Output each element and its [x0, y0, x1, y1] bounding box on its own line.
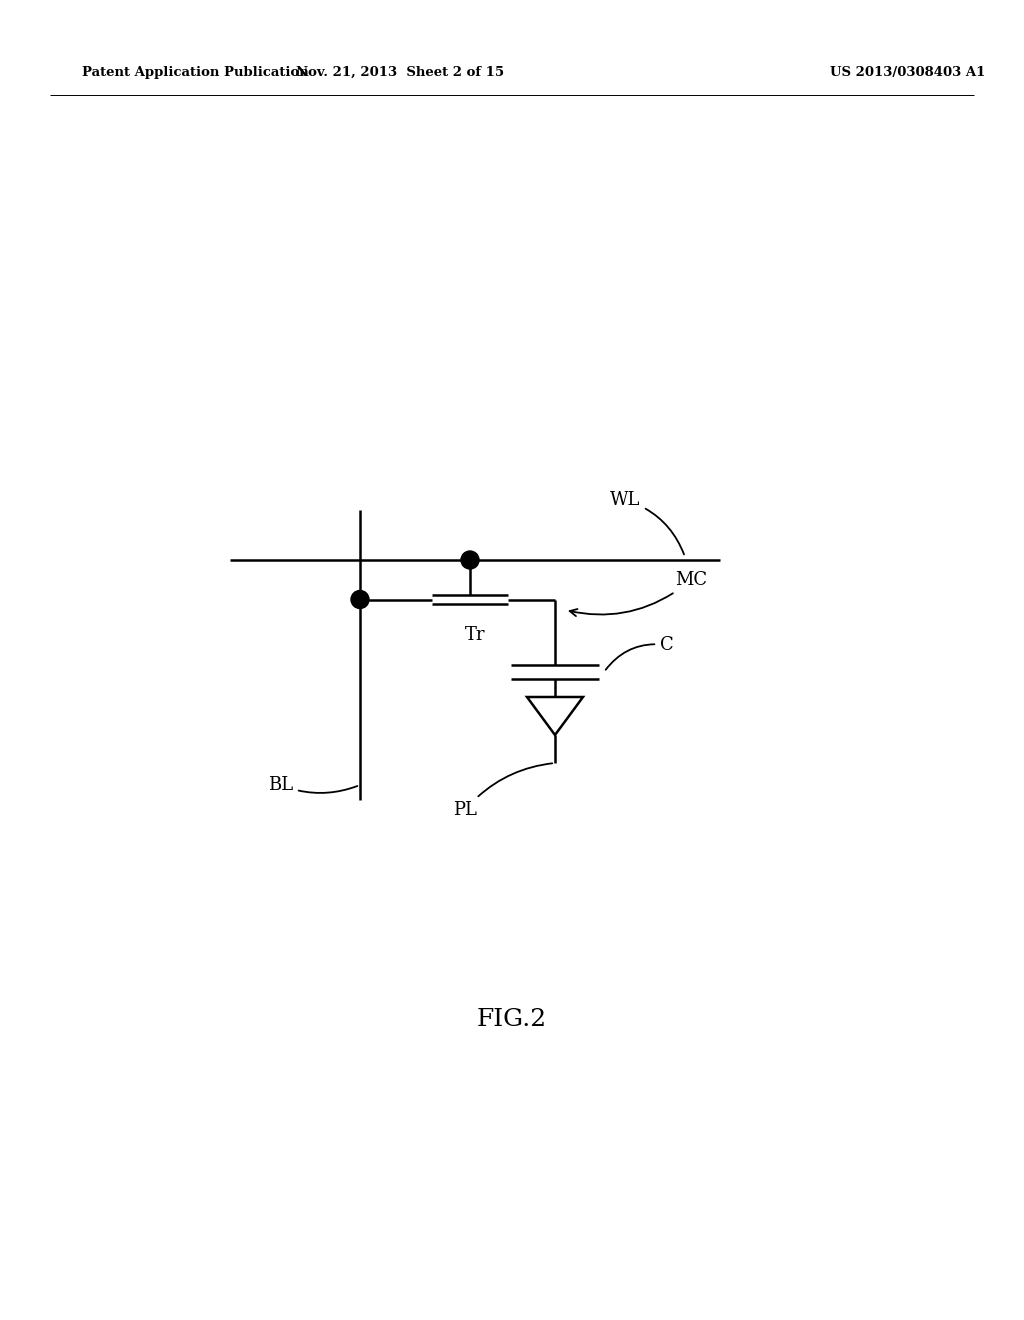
Text: FIG.2: FIG.2	[477, 1008, 547, 1031]
Circle shape	[351, 590, 369, 609]
Circle shape	[461, 550, 479, 569]
Text: BL: BL	[268, 776, 357, 795]
Text: PL: PL	[453, 763, 552, 818]
Text: MC: MC	[569, 572, 708, 616]
Text: C: C	[605, 636, 674, 669]
Text: US 2013/0308403 A1: US 2013/0308403 A1	[830, 66, 985, 78]
Text: WL: WL	[610, 491, 684, 554]
Text: Nov. 21, 2013  Sheet 2 of 15: Nov. 21, 2013 Sheet 2 of 15	[296, 66, 504, 78]
Text: Tr: Tr	[465, 626, 485, 644]
Text: Patent Application Publication: Patent Application Publication	[82, 66, 309, 78]
